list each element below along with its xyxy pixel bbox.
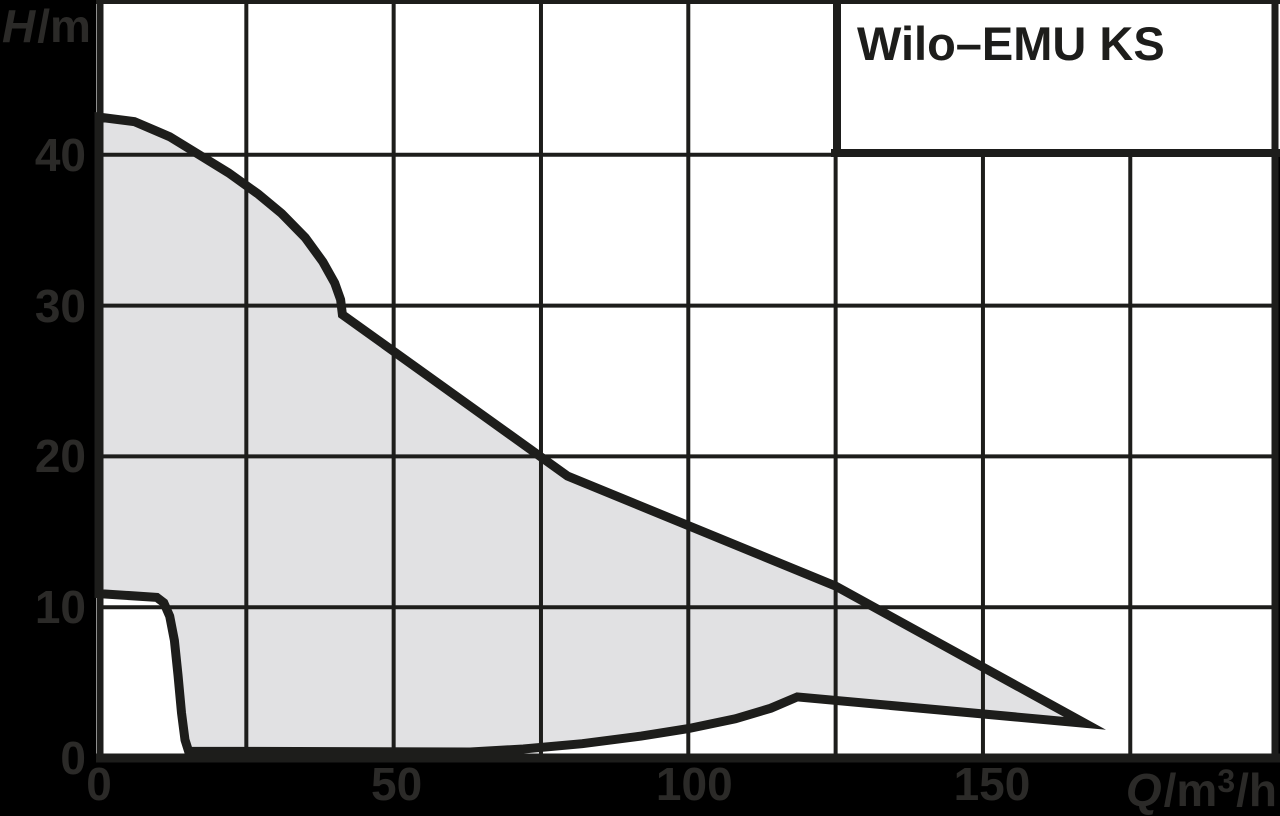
y-tick-label: 20 [34, 430, 86, 483]
y-tick-label: 30 [34, 279, 86, 332]
x-axis-label: Q/m3/h [1126, 754, 1277, 816]
y-tick-label: 10 [34, 581, 86, 634]
x-tick-label: 150 [953, 758, 1031, 810]
x-tick-label: 50 [371, 758, 423, 810]
chart-title: Wilo–EMU KS [857, 17, 1165, 70]
x-axis-label-exponent: 3 [1217, 763, 1237, 799]
title-box [835, 0, 1280, 153]
y-axis-label-unit: /m [37, 0, 91, 52]
x-axis-label-symbol: Q [1125, 764, 1162, 816]
y-tick-label: 0 [60, 732, 86, 784]
x-axis-label-unit-pre: /m [1163, 764, 1218, 816]
y-axis-label: H/m [2, 0, 91, 52]
x-tick-label: 0 [86, 758, 112, 810]
y-tick-label: 40 [34, 128, 86, 181]
x-tick-label: 100 [655, 758, 733, 810]
x-axis-label-unit-post: /h [1236, 764, 1277, 816]
y-axis-label-symbol: H [2, 0, 36, 52]
